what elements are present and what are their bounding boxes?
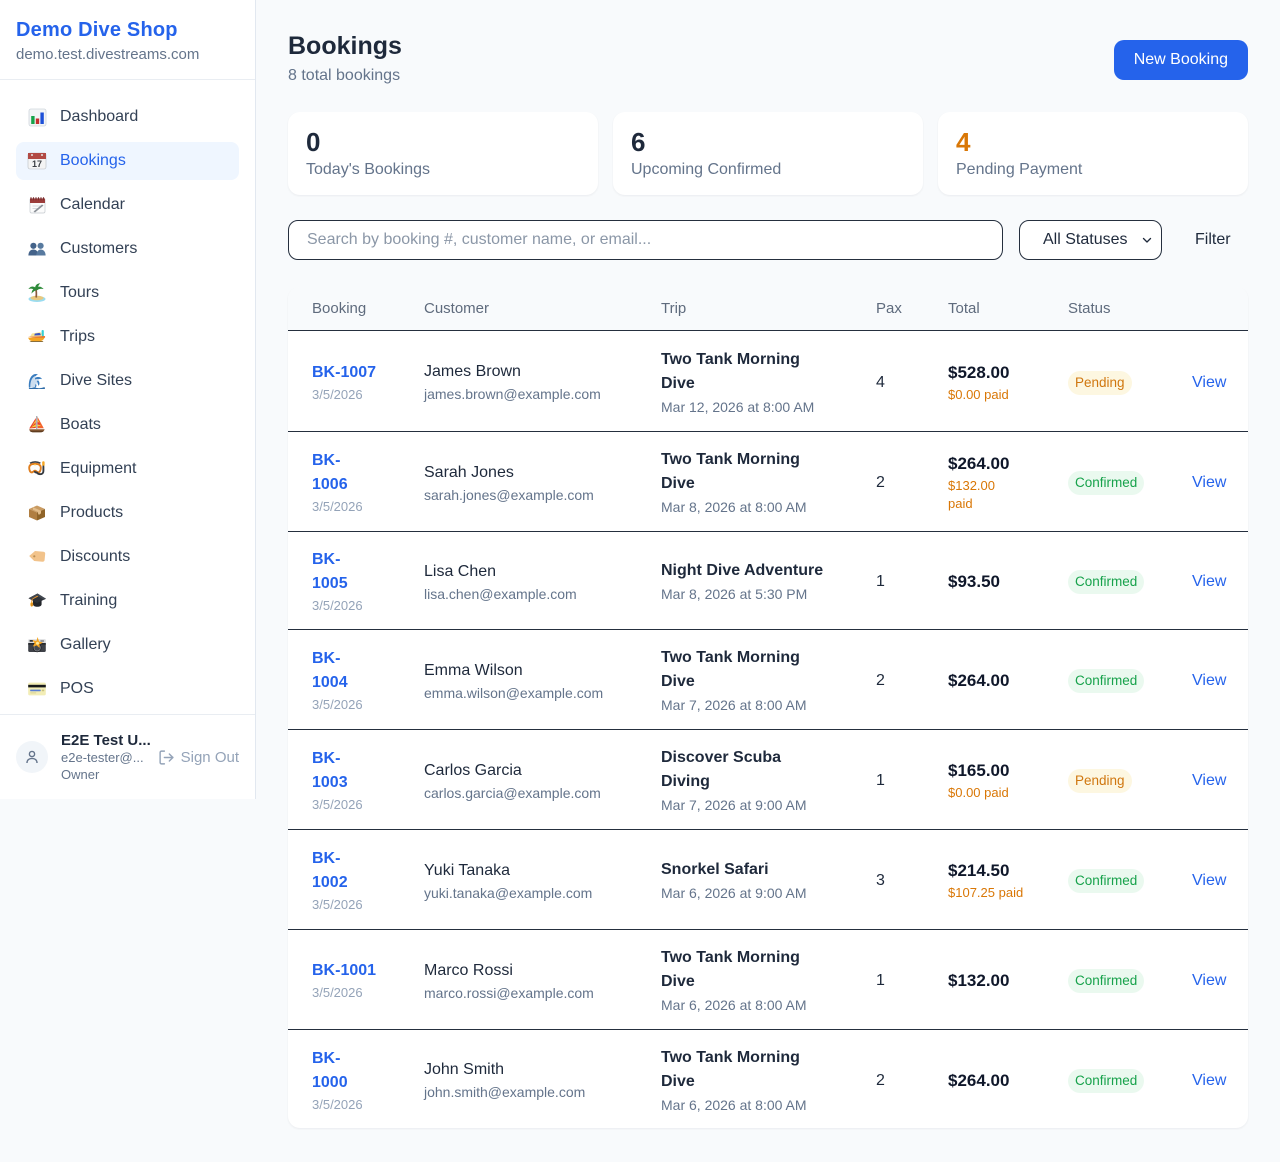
svg-text:17: 17 (32, 159, 42, 169)
